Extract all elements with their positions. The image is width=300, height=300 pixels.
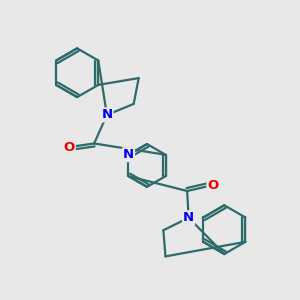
Text: O: O: [207, 178, 219, 192]
Text: O: O: [64, 140, 75, 154]
Text: N: N: [123, 148, 134, 161]
Text: N: N: [101, 108, 112, 122]
Text: N: N: [183, 211, 194, 224]
